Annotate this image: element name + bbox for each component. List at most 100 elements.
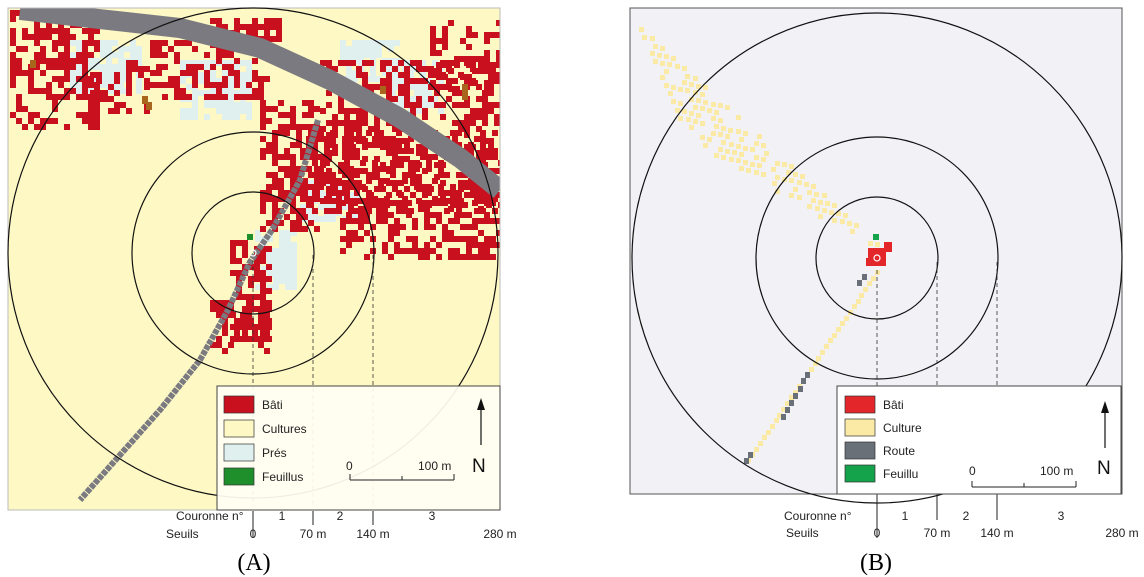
pres-cell: [279, 278, 285, 284]
bati-cell: [490, 62, 496, 68]
culture-cell: [671, 85, 676, 90]
pres-cell: [100, 40, 106, 46]
pres-cell: [246, 90, 252, 96]
bati-cell: [348, 184, 354, 190]
bati-cell: [366, 142, 372, 148]
brown-cell: [142, 96, 148, 104]
bati-cell: [430, 212, 436, 218]
bati-cell: [450, 184, 456, 190]
bati-cell: [272, 148, 278, 154]
pres-cell: [346, 52, 352, 58]
bati-cell: [344, 186, 350, 192]
pres-cell: [106, 46, 112, 52]
bati-cell: [454, 86, 460, 92]
bati-cell: [416, 66, 422, 72]
bati-cell: [496, 32, 500, 38]
pres-cell: [136, 82, 142, 88]
seuils-title: Seuils: [786, 526, 819, 540]
bati-cell: [362, 114, 368, 120]
pres-cell: [112, 82, 118, 88]
bati-cell: [420, 154, 426, 160]
bati-cell: [222, 300, 228, 306]
bati-cell: [404, 186, 410, 192]
bati-cell: [168, 46, 174, 52]
culture-cell: [686, 117, 691, 122]
bati-cells: [866, 242, 892, 266]
bati-cell: [284, 154, 290, 160]
bati-cell: [302, 214, 308, 220]
bati-cell: [156, 40, 162, 46]
pres-cell: [408, 72, 414, 78]
bati-cell: [266, 276, 272, 282]
bati-cell: [382, 242, 388, 248]
pres-cell: [246, 66, 252, 72]
bati-cell: [58, 28, 64, 34]
bati-cell: [276, 18, 282, 24]
bati-cell: [436, 68, 442, 74]
bati-cell: [324, 142, 330, 148]
pres-cell: [376, 52, 382, 58]
pres-cell: [204, 60, 210, 66]
pres-cell: [234, 102, 240, 108]
pres-cell: [76, 88, 82, 94]
bati-cell: [484, 68, 490, 74]
bati-cell: [336, 190, 342, 196]
bati-cell: [456, 190, 462, 196]
bati-cell: [430, 224, 436, 230]
bati-cell: [96, 96, 102, 102]
bati-cell: [340, 236, 346, 242]
bati-cell: [290, 154, 296, 160]
bati-cell: [242, 330, 248, 336]
pres-cell: [94, 64, 100, 70]
seuil-280: 280 m: [483, 527, 516, 541]
bati-cell: [478, 254, 484, 260]
bati-cell: [482, 114, 488, 120]
bati-cell: [198, 64, 204, 70]
bati-cell: [150, 40, 156, 46]
bati-cell: [458, 180, 464, 186]
bati-cell: [478, 206, 484, 212]
bati-cell: [216, 312, 222, 318]
bati-cell: [484, 38, 490, 44]
land-cover-b: [639, 27, 892, 464]
bati-cell: [472, 80, 478, 86]
bati-cell: [240, 94, 246, 100]
bati-cell: [496, 218, 500, 224]
bati-cell: [88, 124, 94, 130]
bati-cell: [434, 174, 440, 180]
bati-cell: [436, 200, 442, 206]
bati-cell: [488, 150, 494, 156]
bati-cell: [284, 166, 290, 172]
bati-cell: [34, 88, 40, 94]
culture-cell: [743, 131, 748, 136]
bati-cell: [82, 118, 88, 124]
bati-cell: [258, 336, 264, 342]
bati-cell: [404, 138, 410, 144]
pres-cell: [204, 90, 210, 96]
culture-cell: [814, 192, 819, 197]
bati-cell: [378, 178, 384, 184]
bati-cell: [10, 28, 16, 34]
bati-cell: [46, 34, 52, 40]
culture-cell: [822, 208, 827, 213]
bati-cell: [330, 208, 336, 214]
bati-cell: [470, 186, 476, 192]
bati-cell: [88, 100, 94, 106]
bati-cell: [186, 70, 192, 76]
bati-cell: [22, 106, 28, 112]
bati-cell: [264, 24, 270, 30]
pres-cell: [136, 58, 142, 64]
bati-cell: [430, 68, 436, 74]
bati-cell: [246, 300, 252, 306]
bati-cell: [378, 202, 384, 208]
brown-cell: [30, 60, 36, 68]
bati-cell: [396, 130, 402, 136]
pres-cell: [390, 78, 396, 84]
pres-cell: [76, 70, 82, 76]
bati-cell: [484, 80, 490, 86]
diagonal-road: [77, 119, 321, 502]
bati-cell: [266, 246, 272, 252]
bati-cell: [340, 248, 346, 254]
bati-cell: [422, 168, 428, 174]
culture-cell: [856, 299, 861, 304]
